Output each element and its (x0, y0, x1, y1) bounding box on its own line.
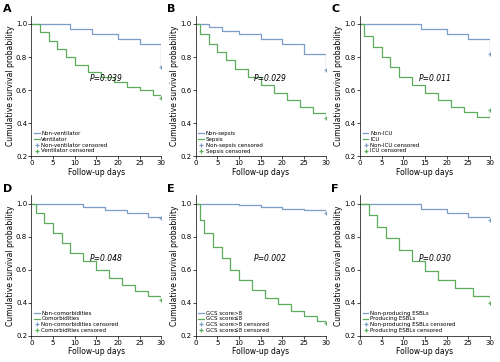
Y-axis label: Cumulative survival probability: Cumulative survival probability (6, 26, 15, 146)
Text: P=0.048: P=0.048 (90, 254, 122, 263)
Legend: Non-comorbidities, Comorbidities, Non-comorbidities censored, Comorbidities cens: Non-comorbidities, Comorbidities, Non-co… (34, 311, 118, 333)
X-axis label: Follow-up days: Follow-up days (68, 348, 125, 357)
Text: E: E (167, 184, 175, 194)
X-axis label: Follow-up days: Follow-up days (396, 348, 454, 357)
Y-axis label: Cumulative survival probability: Cumulative survival probability (334, 26, 344, 146)
X-axis label: Follow-up days: Follow-up days (232, 348, 289, 357)
Text: P=0.030: P=0.030 (418, 254, 452, 263)
Text: P=0.011: P=0.011 (418, 75, 452, 84)
Legend: Non-producing ESBLs, Producing ESBLs, Non-producing ESBLs censored, Producing ES: Non-producing ESBLs, Producing ESBLs, No… (363, 311, 456, 333)
Y-axis label: Cumulative survival probability: Cumulative survival probability (170, 26, 179, 146)
Text: P=0.029: P=0.029 (254, 75, 287, 84)
Text: P=0.002: P=0.002 (254, 254, 287, 263)
Y-axis label: Cumulative survival probability: Cumulative survival probability (334, 205, 344, 326)
Text: A: A (3, 4, 12, 14)
Y-axis label: Cumulative survival probability: Cumulative survival probability (6, 205, 15, 326)
X-axis label: Follow-up days: Follow-up days (396, 168, 454, 177)
Y-axis label: Cumulative survival probability: Cumulative survival probability (170, 205, 179, 326)
Text: D: D (3, 184, 12, 194)
Text: F: F (332, 184, 339, 194)
Text: P=0.039: P=0.039 (90, 75, 122, 84)
Legend: Non-ventilator, Ventilator, Non-ventilator censored, Ventilator censored: Non-ventilator, Ventilator, Non-ventilat… (34, 131, 108, 153)
Legend: GCS score>8, GCS score≤8, GCS score>8 censored, GCS score≤8 censored: GCS score>8, GCS score≤8, GCS score>8 ce… (198, 311, 268, 333)
Text: B: B (167, 4, 175, 14)
Text: C: C (332, 4, 340, 14)
Legend: Non-ICU, ICU, Non-ICU censored, ICU censored: Non-ICU, ICU, Non-ICU censored, ICU cens… (363, 131, 420, 153)
Legend: Non-sepsis, Sepsis, Non-sepsis censored, Sepsis censored: Non-sepsis, Sepsis, Non-sepsis censored,… (198, 131, 262, 153)
X-axis label: Follow-up days: Follow-up days (68, 168, 125, 177)
X-axis label: Follow-up days: Follow-up days (232, 168, 289, 177)
